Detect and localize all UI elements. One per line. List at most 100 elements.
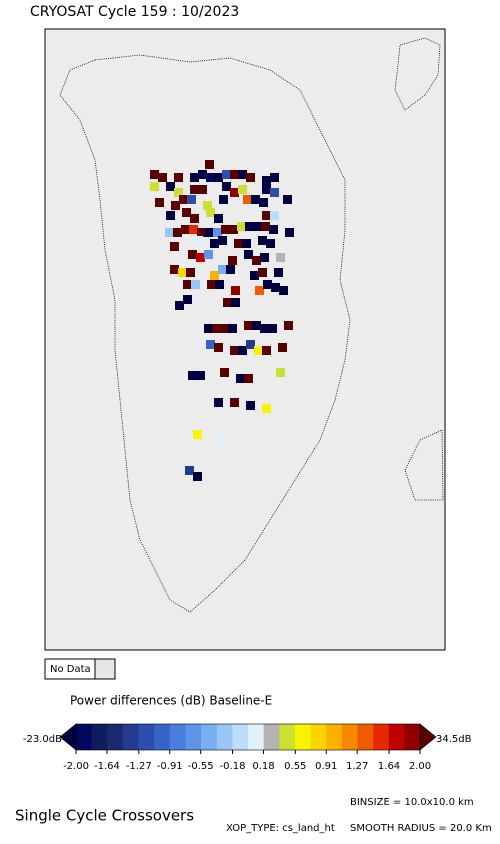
color-box [388, 724, 405, 750]
cell [191, 280, 200, 289]
color-box [185, 724, 202, 750]
cell [220, 368, 229, 377]
cell [193, 430, 202, 439]
xop-type: XOP_TYPE: cs_land_ht [226, 823, 335, 834]
cell [214, 214, 223, 223]
cell [158, 173, 167, 182]
cell [262, 404, 271, 413]
footer-title: Single Cycle Crossovers [15, 807, 194, 825]
cell [229, 225, 238, 234]
cell [174, 188, 183, 197]
color-box [91, 724, 108, 750]
cell [260, 253, 269, 262]
cell [223, 298, 232, 307]
cell [183, 280, 192, 289]
cell [190, 214, 199, 223]
cell [150, 182, 159, 191]
cell [185, 466, 194, 475]
cell [268, 324, 277, 333]
cell [207, 280, 216, 289]
cell [215, 280, 224, 289]
cell [206, 340, 215, 349]
cell [220, 324, 229, 333]
cell [165, 228, 174, 237]
cell [228, 256, 237, 265]
cell [231, 286, 240, 295]
cell [214, 173, 223, 182]
cell [166, 211, 175, 220]
color-box [357, 724, 374, 750]
cell [231, 298, 240, 307]
cell [246, 401, 255, 410]
coastline [59, 37, 444, 613]
color-box [263, 724, 280, 750]
cell [271, 283, 280, 292]
cell [214, 398, 223, 407]
color-box [232, 724, 249, 750]
cell [252, 321, 261, 330]
cell [242, 239, 251, 248]
smooth-radius: SMOOTH RADIUS = 20.0 Km [350, 823, 492, 834]
cell [244, 374, 253, 383]
cell [228, 324, 237, 333]
tick-label: -2.00 [63, 761, 89, 772]
cell [189, 225, 198, 234]
cell [219, 195, 228, 204]
cell [230, 346, 239, 355]
tick-label: 2.00 [409, 761, 431, 772]
tick-label: 0.18 [252, 761, 274, 772]
cell [266, 239, 275, 248]
cell [206, 173, 215, 182]
cell [204, 250, 213, 259]
cell [283, 195, 292, 204]
cell [230, 188, 239, 197]
cell [174, 173, 183, 182]
cell [245, 222, 254, 231]
cell [175, 301, 184, 310]
tick-label: -0.91 [157, 761, 183, 772]
cell [205, 228, 214, 237]
cell [170, 265, 179, 274]
cell [234, 239, 243, 248]
cell [166, 182, 175, 191]
cell [182, 208, 191, 217]
tick-label: 0.91 [315, 761, 337, 772]
tick-label: -0.18 [220, 761, 246, 772]
cell [205, 160, 214, 169]
cell [269, 225, 278, 234]
cell [236, 374, 245, 383]
cell [196, 253, 205, 262]
tick-label: 1.27 [346, 761, 368, 772]
no-data-label: No Data [50, 664, 91, 675]
cell [213, 228, 222, 237]
cell [188, 250, 197, 259]
cell [190, 185, 199, 194]
tick-label: -0.55 [188, 761, 214, 772]
color-box [76, 724, 92, 750]
cell [284, 321, 293, 330]
colorbar: -2.00 -1.64 -1.27 -0.91 -0.55 -0.18 0.18 0.55 0.… [59, 723, 437, 772]
cell [279, 286, 288, 295]
tick-label: -1.64 [94, 761, 120, 772]
crossover-cells [150, 160, 294, 481]
cell [210, 271, 219, 280]
color-box [154, 724, 171, 750]
cell [226, 265, 235, 274]
cell [252, 256, 261, 265]
cell [188, 371, 197, 380]
cell [261, 222, 270, 231]
cell [270, 188, 279, 197]
tick-label: 0.55 [284, 761, 306, 772]
cell [278, 343, 287, 352]
color-box [201, 724, 218, 750]
cell [262, 346, 271, 355]
cell [258, 268, 267, 277]
cell [238, 185, 247, 194]
color-box [169, 724, 186, 750]
cell [187, 195, 196, 204]
cell [221, 225, 230, 234]
color-box [341, 724, 358, 750]
color-box [404, 724, 421, 750]
color-box [216, 724, 233, 750]
cell [190, 173, 199, 182]
